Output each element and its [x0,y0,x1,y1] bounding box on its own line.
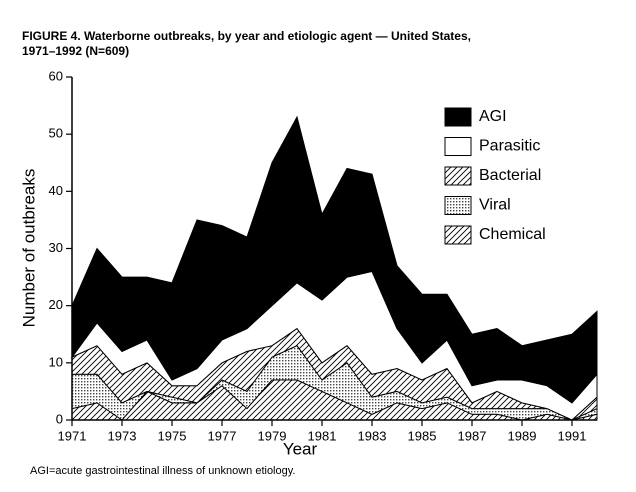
area [71,115,598,404]
legend-swatch [444,225,472,245]
legend-label: Bacterial [479,167,541,184]
chart-title: 1971–1992 (N=609) [22,44,129,58]
x-tick-label: 1983 [358,428,387,443]
chart-title: FIGURE 4. Waterborne outbreaks, by year … [22,29,471,43]
y-axis-label: Number of outbreaks [19,169,38,328]
x-tick-label: 1987 [458,428,487,443]
x-tick-label: 1975 [158,428,187,443]
y-tick-label: 50 [49,126,63,141]
x-tick-label: 1973 [108,428,137,443]
legend-swatch [444,196,472,215]
y-tick-label: 30 [49,240,63,255]
legend-label: Chemical [479,226,546,243]
y-tick-label: 20 [49,297,63,312]
x-tick-label: 1979 [258,428,287,443]
x-axis-label: Year [283,439,318,458]
x-tick-label: 1985 [408,428,437,443]
x-tick-label: 1981 [308,428,337,443]
legend-label: Viral [479,197,511,214]
footnote: AGI=acute gastrointestinal illness of un… [30,465,295,477]
legend-label: Parasitic [479,138,540,155]
x-tick-label: 1991 [558,428,587,443]
x-tick-label: 1989 [508,428,537,443]
y-tick-label: 40 [49,183,63,198]
x-tick-label: 1971 [58,428,87,443]
y-tick-label: 10 [49,354,63,369]
legend-label: AGI [479,108,507,125]
x-tick-label: 1977 [208,428,237,443]
legend-swatch [444,107,472,127]
legend-swatch [444,166,472,186]
y-tick-label: 0 [56,411,63,426]
legend-swatch [444,137,472,156]
y-tick-label: 60 [49,68,63,83]
